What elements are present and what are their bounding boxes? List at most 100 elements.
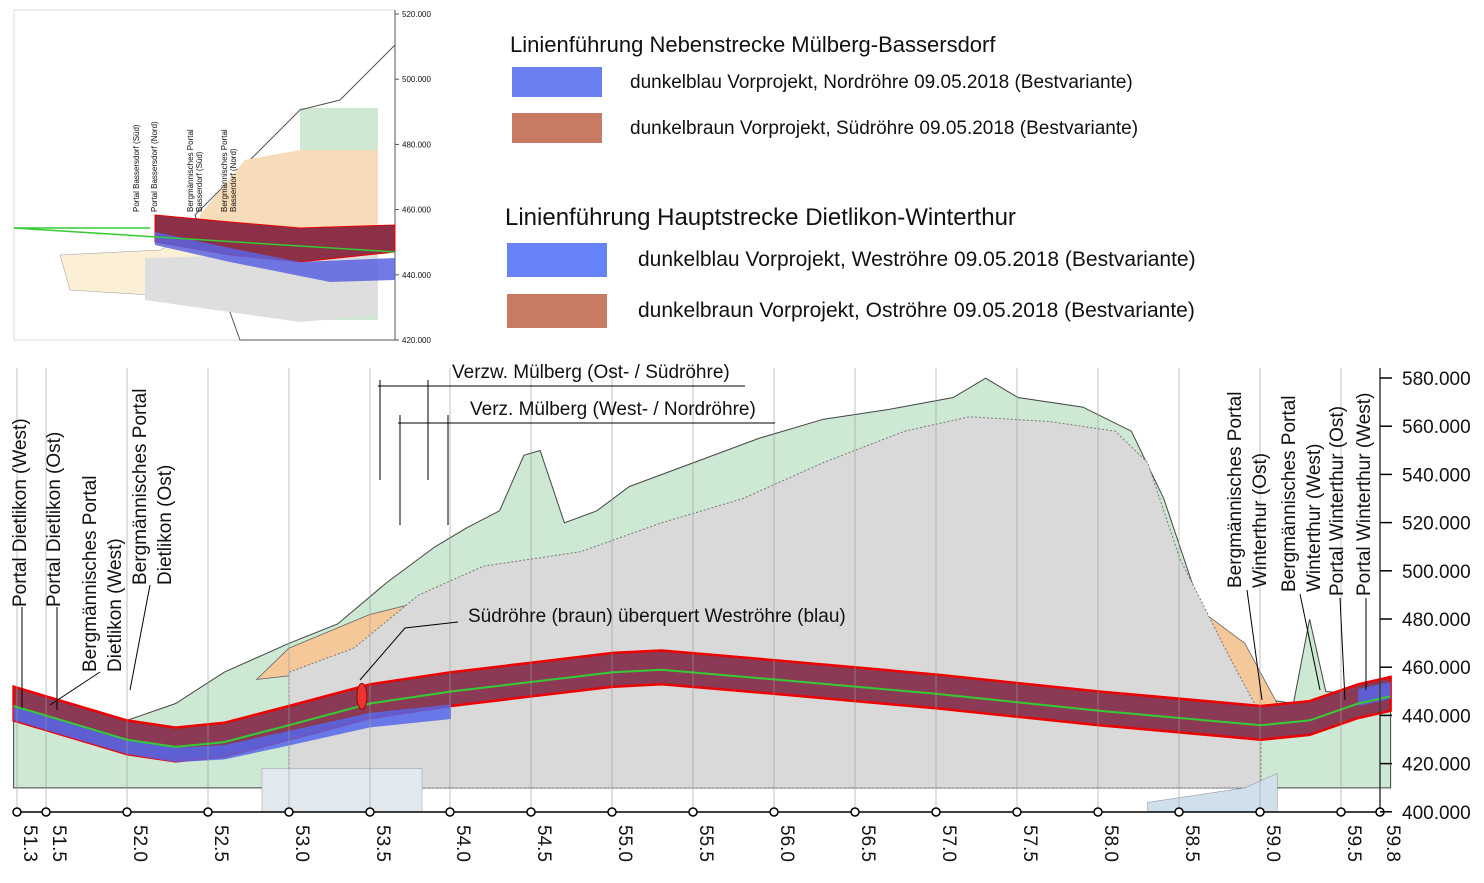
ground-grid [261, 768, 423, 813]
y-tick-label: 560.000 [1402, 417, 1471, 438]
inset-y-tick-label: 500.000 [402, 75, 431, 84]
x-tick-label: 59.5 [1343, 825, 1364, 862]
x-tick-label: 57.5 [1019, 825, 1040, 862]
x-tick [1255, 807, 1265, 817]
y-tick-label: 520.000 [1402, 514, 1471, 535]
inset-y-tick-label: 460.000 [402, 206, 431, 215]
y-tick-label: 400.000 [1402, 803, 1471, 824]
annotation: Verz. Mülberg (West- / Nordröhre) [470, 399, 756, 420]
x-tick-label: 55.5 [695, 825, 716, 862]
inset-layer [200, 150, 378, 240]
portal-label: Portal Winterthur (Ost) [1327, 406, 1348, 596]
legend-item: dunkelblau Vorprojekt, Weströhre 09.05.2… [638, 248, 1196, 271]
legend-title: Linienführung Nebenstrecke Mülberg-Basse… [510, 32, 996, 57]
x-tick-label: 57.0 [938, 825, 959, 862]
portal-label: Portal Dietlikon (Ost) [44, 432, 65, 607]
annotation-arrow [359, 621, 459, 681]
portal-pointer [1246, 589, 1263, 701]
x-tick [284, 807, 294, 817]
x-tick-label: 53.0 [291, 825, 312, 862]
legend-item: dunkelbraun Vorprojekt, Südröhre 09.05.2… [630, 118, 1138, 139]
x-tick [1012, 807, 1022, 817]
x-tick [445, 807, 455, 817]
portal-pointer [49, 671, 101, 706]
ground-grid [1147, 773, 1278, 813]
x-tick [203, 807, 213, 817]
x-tick [122, 807, 132, 817]
x-tick-label: 51.3 [19, 825, 40, 862]
y-tick-label: 540.000 [1402, 465, 1471, 486]
x-tick [526, 807, 536, 817]
main-profile: 51.3 51.5 52.0 52.5 53.0 53.5 54.0 54.5 55.0 55.5… [10, 368, 1471, 862]
portal-label: Bergmännisches Portal [1279, 396, 1300, 592]
x-tick-label: 59.0 [1262, 825, 1283, 862]
portal-label: Portal Bassersdorf (Süd) [132, 124, 141, 212]
portal-label: Bergmännisches Portal [220, 129, 229, 212]
legend-swatch [507, 243, 607, 277]
x-tick [41, 807, 51, 817]
portal-label: Dietlikon (Ost) [155, 465, 176, 585]
portal-label: Portal Dietlikon (West) [10, 418, 31, 607]
portal-label: Dietlikon (West) [105, 538, 126, 672]
portal-label: Portal Bassersdorf (Nord) [150, 121, 159, 212]
legend: Linienführung Nebenstrecke Mülberg-Basse… [505, 32, 1196, 328]
inset-profile: 520.000 500.000 480.000 460.000 440.000 420.0… [13, 9, 431, 345]
y-tick-label: 420.000 [1402, 755, 1471, 776]
x-tick [769, 807, 779, 817]
legend-title: Linienführung Hauptstrecke Dietlikon-Win… [505, 204, 1016, 231]
portal-label: Bergmännisches Portal [186, 129, 195, 212]
inset-y-tick-label: 480.000 [402, 140, 431, 149]
x-tick-label: 52.0 [129, 825, 150, 862]
tube-west-band [13, 704, 451, 763]
portal-label: Basserdorf (Nord) [229, 148, 238, 212]
y-tick-label: 460.000 [1402, 658, 1471, 679]
x-tick [365, 807, 375, 817]
x-tick-label: 52.5 [210, 825, 231, 862]
legend-swatch [512, 113, 602, 143]
annotation: Südröhre (braun) überquert Weströhre (bl… [468, 606, 846, 627]
portal-label: Bergmännisches Portal [80, 476, 101, 672]
inset-y-tick-label: 440.000 [402, 271, 431, 280]
x-tick [931, 807, 941, 817]
portal-label: Winterthur (West) [1304, 443, 1325, 592]
portal-label: Bergmännisches Portal [1225, 392, 1246, 588]
portal-label: Basserdorf (Süd) [195, 151, 204, 212]
legend-swatch [507, 294, 607, 328]
inset-y-tick-label: 520.000 [402, 10, 431, 19]
x-tick-label: 59.8 [1382, 825, 1403, 862]
portal-pointer [1339, 597, 1346, 701]
x-tick [1336, 807, 1346, 817]
x-tick-label: 55.0 [614, 825, 635, 862]
x-tick [607, 807, 617, 817]
portal-label: Winterthur (Ost) [1250, 453, 1271, 588]
track-line [13, 668, 1391, 748]
y-tick-label: 500.000 [1402, 562, 1471, 583]
x-tick [12, 807, 22, 817]
x-tick-label: 56.5 [857, 825, 878, 862]
profile-labels: Verzw. Mülberg (Ost- / Südröhre) Verz. M… [359, 362, 846, 681]
x-tick [850, 807, 860, 817]
x-tick-label: 51.5 [48, 825, 69, 862]
x-tick-label: 56.0 [776, 825, 797, 862]
x-tick [1093, 807, 1103, 817]
legend-swatch [512, 67, 602, 97]
inset-tube-blue [155, 232, 395, 282]
x-tick-label: 54.5 [533, 825, 554, 862]
inset-track [13, 227, 396, 253]
x-tick-label: 53.5 [372, 825, 393, 862]
y-tick-label: 580.000 [1402, 369, 1471, 390]
x-tick-label: 54.0 [452, 825, 473, 862]
inset-y-tick-label: 420.000 [402, 336, 431, 345]
x-tick [1174, 807, 1184, 817]
x-tick-label: 58.0 [1100, 825, 1121, 862]
y-tick-label: 440.000 [1402, 706, 1471, 727]
y-tick-label: 480.000 [1402, 610, 1471, 631]
portal-label: Bergmännisches Portal [130, 389, 151, 585]
legend-item: dunkelbraun Vorprojekt, Oströhre 09.05.2… [638, 299, 1195, 322]
annotation: Verzw. Mülberg (Ost- / Südröhre) [452, 362, 730, 383]
portal-pointer [1299, 593, 1321, 691]
portal-label: Portal Winterthur (West) [1354, 393, 1375, 596]
portal-pointer [129, 584, 151, 691]
crossing-mark [356, 682, 368, 710]
